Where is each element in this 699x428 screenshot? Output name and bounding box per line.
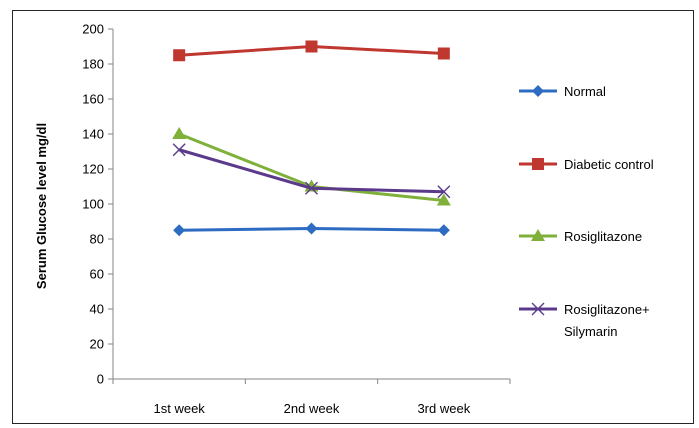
- legend-label: Rosiglitazone: [564, 229, 642, 244]
- y-tick-label: 140: [82, 127, 104, 142]
- legend-item-diabetic-control: Diabetic control: [519, 157, 654, 172]
- diamond-marker: [437, 224, 450, 237]
- x-axis: 1st week 2nd week 3rd week: [112, 378, 511, 416]
- x-tick-label: 3rd week: [417, 401, 470, 416]
- x-marker: [531, 302, 545, 316]
- x-marker: [172, 143, 186, 157]
- diamond-marker: [532, 85, 544, 97]
- y-tick-label: 80: [90, 232, 104, 247]
- square-marker: [305, 40, 318, 53]
- y-tick-label: 20: [90, 337, 104, 352]
- y-tick-label: 200: [82, 22, 104, 37]
- legend-item-rosiglitazone: Rosiglitazone: [519, 229, 642, 244]
- triangle-marker: [531, 229, 545, 241]
- square-marker: [173, 49, 186, 62]
- y-tick-label: 40: [90, 302, 104, 317]
- legend: Normal Diabetic control Rosiglitazone Rosig…: [519, 84, 654, 339]
- series-group: [172, 40, 451, 237]
- y-axis-label: Serum Glucose level mg/dl: [34, 123, 49, 289]
- chart-frame: [12, 10, 694, 424]
- square-marker: [532, 158, 544, 170]
- series-rosiglitazone: [172, 127, 451, 206]
- series-diabetic-control: [173, 40, 450, 62]
- x-tick-label: 2nd week: [284, 401, 340, 416]
- y-tick-label: 100: [82, 197, 104, 212]
- y-tick-label: 60: [90, 267, 104, 282]
- series-rosiglitazone-silymarin: [172, 143, 451, 199]
- x-tick-label: 1st week: [154, 401, 206, 416]
- x-marker: [437, 185, 451, 199]
- legend-item-rosiglitazone-silymarin: Rosiglitazone+ Silymarin: [519, 302, 650, 339]
- x-marker: [305, 181, 318, 195]
- y-axis: 0 20 40 60 80 100 120 140 160 180 200: [82, 22, 114, 387]
- legend-label: Diabetic control: [564, 157, 654, 172]
- diamond-marker: [173, 224, 186, 237]
- series-normal: [173, 222, 450, 237]
- triangle-marker: [436, 193, 451, 206]
- legend-label: Normal: [564, 84, 606, 99]
- legend-label: Rosiglitazone+: [564, 302, 650, 317]
- y-tick-label: 0: [97, 372, 104, 387]
- y-tick-label: 160: [82, 92, 104, 107]
- y-tick-label: 180: [82, 57, 104, 72]
- y-tick-label: 120: [82, 162, 104, 177]
- square-marker: [437, 47, 450, 60]
- legend-item-normal: Normal: [519, 84, 606, 99]
- diamond-marker: [305, 222, 318, 235]
- triangle-marker: [172, 127, 187, 139]
- legend-label: Silymarin: [564, 324, 617, 339]
